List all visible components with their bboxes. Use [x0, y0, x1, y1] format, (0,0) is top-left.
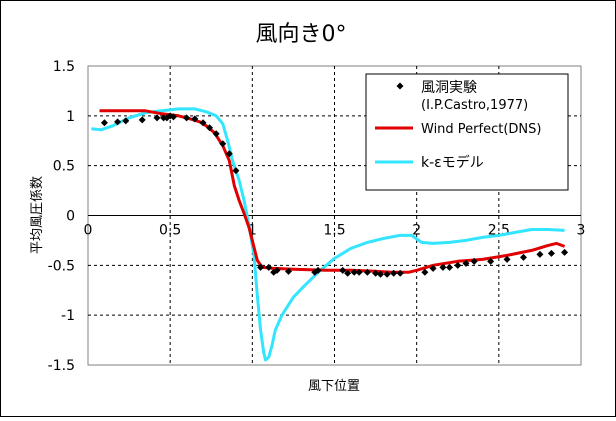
data-point	[350, 268, 358, 276]
y-tick-label: -0.5	[48, 258, 75, 274]
data-point	[265, 263, 273, 271]
data-point	[212, 130, 220, 138]
data-point	[421, 268, 429, 276]
y-tick-labels: 1.5 1 0.5 0 -0.5 -1 -1.5	[48, 59, 75, 374]
y-axis-label: 平均風圧係数	[30, 176, 45, 254]
data-point	[191, 115, 199, 123]
data-point	[429, 264, 437, 272]
x-tick-labels: 0 0.5 1 1.5 2 2.5 3	[84, 223, 586, 239]
y-tick-label: 1	[66, 109, 75, 125]
data-point	[396, 269, 404, 277]
legend-box	[365, 73, 569, 191]
data-point	[446, 263, 454, 271]
series-line-2	[91, 107, 565, 362]
legend: 風洞実験 (I.P.Castro,1977) Wind Perfect(DNS) k-…	[365, 73, 569, 191]
data-point	[355, 268, 363, 276]
data-point	[454, 261, 462, 269]
data-point	[547, 249, 555, 257]
y-tick-label: -1.5	[48, 358, 75, 374]
data-point	[225, 150, 233, 158]
data-point	[462, 259, 470, 267]
data-point	[377, 270, 385, 278]
data-point	[339, 266, 347, 274]
data-point	[138, 116, 146, 124]
data-point	[372, 269, 380, 277]
x-tick-label: 0.5	[159, 223, 181, 239]
x-axis-label: 風下位置	[308, 379, 360, 394]
legend-marker-0	[396, 82, 404, 90]
data-point	[273, 266, 281, 274]
data-point	[206, 124, 214, 132]
y-tick-label: 0	[66, 209, 75, 225]
data-point	[487, 257, 495, 265]
data-point	[390, 269, 398, 277]
data-point	[470, 257, 478, 265]
data-point	[153, 114, 161, 122]
chart-title: 風向き0°	[256, 22, 347, 47]
data-point	[439, 263, 447, 271]
data-point	[232, 167, 240, 175]
series-layer	[91, 107, 569, 362]
data-point	[519, 253, 527, 261]
data-point	[503, 255, 511, 263]
legend-label-2: k-εモデル	[421, 154, 484, 171]
data-point	[122, 117, 130, 125]
data-point	[314, 266, 322, 274]
y-tick-label: -1	[61, 308, 75, 324]
data-point	[363, 268, 371, 276]
y-tick-label: 1.5	[53, 59, 75, 75]
data-point	[219, 140, 227, 148]
x-tick-label: 2	[412, 223, 421, 239]
x-tick-label: 3	[577, 223, 586, 239]
data-point	[536, 250, 544, 258]
data-point	[344, 269, 352, 277]
x-tick-label: 1.5	[323, 223, 345, 239]
data-point	[114, 118, 122, 126]
data-point	[561, 248, 569, 256]
legend-label-1: Wind Perfect(DNS)	[421, 122, 541, 137]
y-tick-label: 0.5	[53, 159, 75, 175]
x-tick-label: 1	[248, 223, 257, 239]
legend-sublabel-0: (I.P.Castro,1977)	[421, 98, 528, 113]
data-point	[199, 119, 207, 127]
data-point	[257, 263, 265, 271]
data-point	[284, 267, 292, 275]
data-point	[183, 114, 191, 122]
data-point	[169, 113, 177, 121]
legend-label-0: 風洞実験	[421, 80, 477, 96]
x-tick-label: 0	[84, 223, 93, 239]
data-point	[383, 270, 391, 278]
data-point	[100, 119, 108, 127]
